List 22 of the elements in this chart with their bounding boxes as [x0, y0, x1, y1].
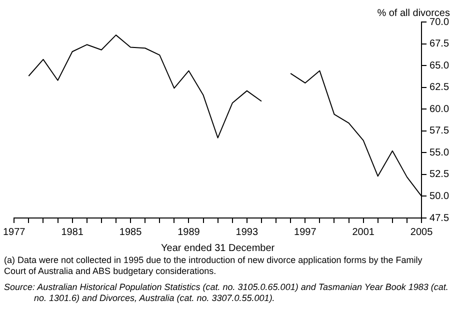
y-tick-label: 50.0 [430, 190, 450, 202]
x-tick-label: 1993 [236, 226, 258, 238]
x-axis-title: Year ended 31 December [161, 242, 276, 254]
x-tick-label: 1981 [61, 226, 84, 238]
x-tick-label: 1997 [294, 226, 317, 238]
x-tick-label: 1985 [119, 226, 142, 238]
y-tick-label: 67.5 [430, 38, 450, 50]
y-tick-label: 70.0 [430, 16, 450, 28]
x-tick-label: 2005 [410, 226, 434, 238]
y-tick-label: 55.0 [430, 147, 450, 158]
text: (a) Data were not collected in 1995 due to the introduction of new divorce application forms by the Family Court of Australia and ABS budgetary considerations. [4, 255, 424, 277]
y-tick-label: 62.5 [430, 82, 450, 94]
y-tick-label: 65.0 [430, 60, 450, 72]
x-tick-label: 2001 [352, 226, 375, 238]
y-tick-label: 47.5 [430, 212, 450, 224]
x-tick-label: 1989 [178, 226, 200, 238]
source-note: Source: Australian Historical Population Statistics (cat. no. 3105.0.65.001) and Tasmanian Year Book 1983 (cat. no. 1301.6) and Divorces, Australia (cat. no. 3307.0.55.001). [4, 282, 450, 304]
y-tick-label: 60.0 [430, 104, 450, 115]
x-tick-label: 1977 [3, 226, 26, 238]
y-axis-title: % of all divorces [377, 8, 450, 19]
y-tick-label: 57.5 [430, 126, 450, 137]
y-tick-label: 52.5 [430, 169, 450, 180]
